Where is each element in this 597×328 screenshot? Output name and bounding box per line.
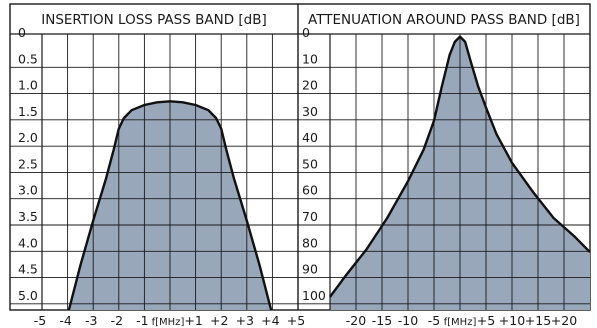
x-tick-label: +5 <box>477 313 495 328</box>
x-axis-label: f[MHz] <box>444 317 477 328</box>
y-tick-label: 2.0 <box>18 130 38 145</box>
y-tick-label: 80 <box>302 235 318 250</box>
x-tick-label: -10 <box>398 313 418 328</box>
y-tick-label: 100 <box>302 288 326 303</box>
x-tick-label: -15 <box>372 313 392 328</box>
x-tick-label: -5 <box>428 313 440 328</box>
y-tick-label: 3.5 <box>18 209 38 224</box>
panel-1: INSERTION LOSS PASS BAND [dB] 0 0.5 1.0 1.5 2… <box>10 12 305 328</box>
curve-1 <box>67 100 273 311</box>
y-tick-label: 20 <box>302 78 318 93</box>
x-tick-label: -3 <box>85 313 97 328</box>
y-tick-label: 0.5 <box>18 51 38 66</box>
x-tick-label: +2 <box>210 313 228 328</box>
y-tick-label: 30 <box>302 104 318 119</box>
y-tick-label: 50 <box>302 156 318 171</box>
y-tick-label: 90 <box>302 262 318 277</box>
y-tick-label: 10 <box>302 51 318 66</box>
y-tick-label: 5.0 <box>18 288 38 303</box>
y-tick-label: 0 <box>302 25 310 40</box>
panel-title-2: ATTENUATION AROUND PASS BAND [dB] <box>308 12 580 28</box>
x-tick-label: +1 <box>184 313 202 328</box>
x-tick-label: -4 <box>59 313 72 328</box>
y-tick-label: 60 <box>302 183 318 198</box>
outer-frame <box>9 3 591 311</box>
y-tick-label: 70 <box>302 209 318 224</box>
panel-title-1: INSERTION LOSS PASS BAND [dB] <box>41 12 267 28</box>
y-tick-label: 4.0 <box>18 235 38 250</box>
curve-2 <box>329 35 591 298</box>
x-tick-label: +10 <box>499 313 525 328</box>
y-tick-label: 1.5 <box>18 104 38 119</box>
y-tick-label: 0 <box>18 25 26 40</box>
x-tick-label: -1 <box>136 313 148 328</box>
x-tick-label: -20 <box>346 313 366 328</box>
x-tick-label: +15 <box>525 313 551 328</box>
y-tick-label: 3.0 <box>18 183 38 198</box>
x-tick-label: +4 <box>261 313 279 328</box>
x-tick-label: +5 <box>287 313 305 328</box>
y-tick-label: 2.5 <box>18 156 38 171</box>
panel-2: ATTENUATION AROUND PASS BAND [dB]0 10 20 30… <box>298 12 591 328</box>
y-tick-label: 4.5 <box>18 262 38 277</box>
x-tick-label: +3 <box>236 313 254 328</box>
x-tick-label: -2 <box>111 313 123 328</box>
y-tick-label: 40 <box>302 130 318 145</box>
x-tick-label: +20 <box>551 313 577 328</box>
x-axis-label: f[MHz] <box>152 317 185 328</box>
x-tick-label: -5 <box>34 313 46 328</box>
y-tick-label: 1.0 <box>18 78 38 93</box>
